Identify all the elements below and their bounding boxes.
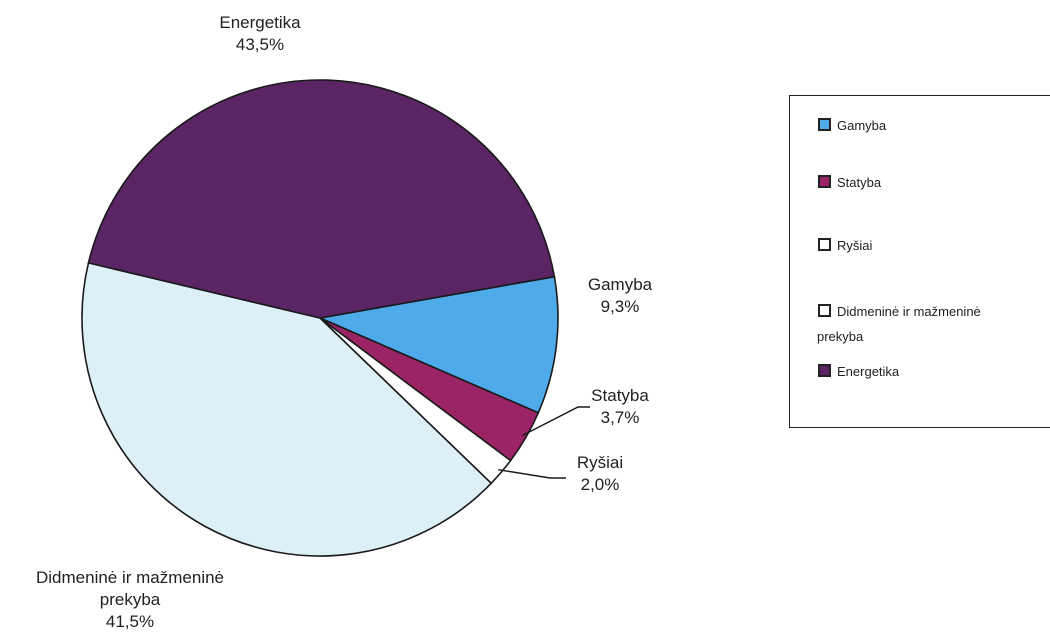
legend-label-statyba: Statyba — [837, 175, 882, 190]
legend-swatch-gamyba — [818, 118, 831, 131]
label-energetika: Energetika 43,5% — [180, 12, 340, 56]
label-rysiai-name: Ryšiai — [576, 453, 624, 472]
legend-label-didmenine-line1: Didmeninė ir mažmeninė — [837, 304, 981, 319]
pie-slice-3 — [81, 261, 493, 557]
pie-slice-0 — [317, 275, 559, 414]
legend: Gamyba Statyba Ryšiai Didmeninė ir mažme… — [789, 95, 1050, 428]
label-didmenine: Didmeninė ir mažmeninė prekyba 41,5% — [0, 567, 260, 633]
legend-item-didmenine: Didmeninė ir mažmeninė prekyba — [817, 304, 981, 344]
label-statyba: Statyba 3,7% — [560, 385, 680, 429]
label-gamyba-name: Gamyba — [587, 275, 653, 294]
label-didmenine-line1: Didmeninė ir mažmeninė — [35, 568, 225, 587]
label-energetika-value: 43,5% — [235, 35, 285, 54]
legend-swatch-didmenine — [818, 304, 831, 317]
legend-item-gamyba: Gamyba — [818, 118, 886, 133]
legend-item-energetika: Energetika — [818, 364, 899, 379]
leader-lines — [498, 406, 590, 479]
legend-swatch-statyba — [818, 175, 831, 188]
label-gamyba: Gamyba 9,3% — [560, 274, 680, 318]
legend-swatch-rysiai — [818, 238, 831, 251]
legend-swatch-energetika — [818, 364, 831, 377]
legend-label-rysiai: Ryšiai — [837, 238, 873, 253]
pie-slices — [81, 79, 559, 557]
legend-label-energetika: Energetika — [837, 364, 900, 379]
leader-line-1 — [522, 406, 590, 437]
legend-label-gamyba: Gamyba — [837, 118, 887, 133]
pie-slice-4 — [87, 79, 556, 319]
leader-line-2 — [498, 468, 566, 479]
label-didmenine-name: Didmeninė ir mažmeninė prekyba — [0, 567, 260, 611]
label-gamyba-value: 9,3% — [600, 297, 640, 316]
label-didmenine-value: 41,5% — [105, 612, 155, 631]
label-rysiai-value: 2,0% — [580, 475, 620, 494]
label-statyba-value: 3,7% — [600, 408, 640, 427]
legend-label-didmenine-line2: prekyba — [817, 329, 864, 344]
label-statyba-name: Statyba — [591, 386, 649, 405]
label-energetika-name: Energetika — [219, 13, 301, 32]
label-rysiai: Ryšiai 2,0% — [550, 452, 650, 496]
legend-label-didmenine: Didmeninė ir mažmeninė prekyba — [817, 304, 981, 344]
legend-item-rysiai: Ryšiai — [818, 238, 872, 253]
label-didmenine-line2: prekyba — [99, 590, 161, 609]
legend-item-statyba: Statyba — [818, 175, 881, 190]
